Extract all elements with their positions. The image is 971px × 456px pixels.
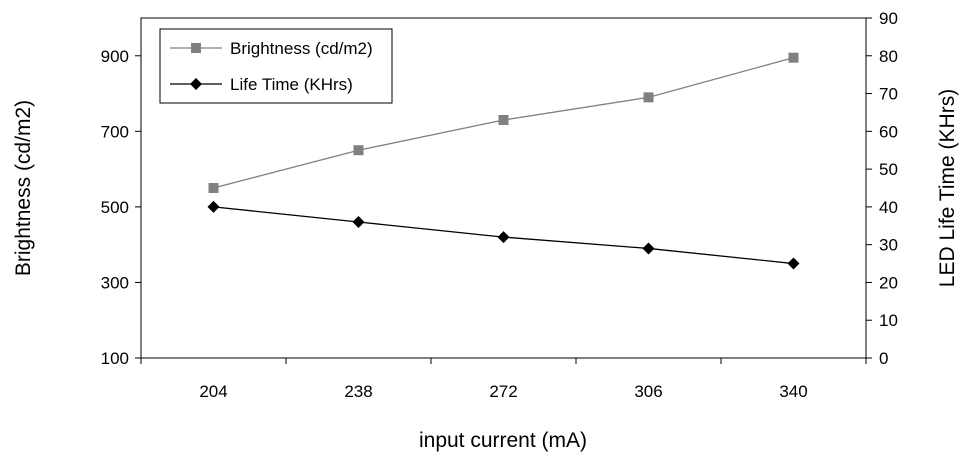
legend-marker-brightness — [191, 43, 201, 53]
data-point-lifetime — [497, 231, 510, 244]
data-point-brightness — [788, 52, 799, 63]
y-right-tick-label: 10 — [879, 311, 898, 330]
ticks-layer: 204 238 272 306 340 100 300 500 700 900 0 10 20 30 40 5… — [101, 9, 898, 401]
legend-marker-lifetime — [190, 78, 202, 90]
y-right-tick-label: 20 — [879, 273, 898, 292]
x-tick-label: 238 — [344, 382, 372, 401]
data-point-brightness — [208, 183, 219, 193]
data-point-lifetime — [787, 257, 800, 270]
x-tick-label: 204 — [199, 382, 227, 401]
y-left-tick-label: 500 — [101, 198, 129, 217]
legend: Brightness (cd/m2) Life Time (KHrs) — [159, 28, 393, 104]
y-left-tick-label: 100 — [101, 349, 129, 368]
y-right-tick-label: 90 — [879, 9, 898, 28]
legend-label-brightness: Brightness (cd/m2) — [230, 39, 373, 58]
data-point-brightness — [498, 115, 509, 125]
data-point-lifetime — [642, 242, 655, 255]
x-tick-label: 340 — [779, 382, 807, 401]
data-point-lifetime — [207, 200, 220, 213]
series-layer — [207, 52, 800, 270]
legend-box — [159, 28, 393, 104]
legend-label-lifetime: Life Time (KHrs) — [230, 75, 353, 94]
y-right-tick-label: 70 — [879, 85, 898, 104]
y-left-tick-label: 900 — [101, 47, 129, 66]
x-tick-label: 306 — [634, 382, 662, 401]
y-axis-left-title: Brightness (cd/m2) — [12, 100, 35, 276]
x-axis-title: input current (mA) — [419, 429, 587, 452]
y-left-tick-label: 300 — [101, 273, 129, 292]
y-right-tick-label: 0 — [879, 349, 888, 368]
y-right-tick-label: 50 — [879, 160, 898, 179]
y-right-tick-label: 30 — [879, 236, 898, 255]
y-left-tick-label: 700 — [101, 122, 129, 141]
data-point-lifetime — [352, 216, 365, 228]
y-axis-right-title: LED Life Time (KHrs) — [936, 89, 959, 287]
y-right-tick-label: 80 — [879, 47, 898, 66]
data-point-brightness — [643, 92, 654, 103]
y-right-tick-label: 40 — [879, 198, 898, 217]
x-tick-label: 272 — [489, 382, 517, 401]
data-point-brightness — [353, 145, 364, 156]
y-right-tick-label: 60 — [879, 122, 898, 141]
